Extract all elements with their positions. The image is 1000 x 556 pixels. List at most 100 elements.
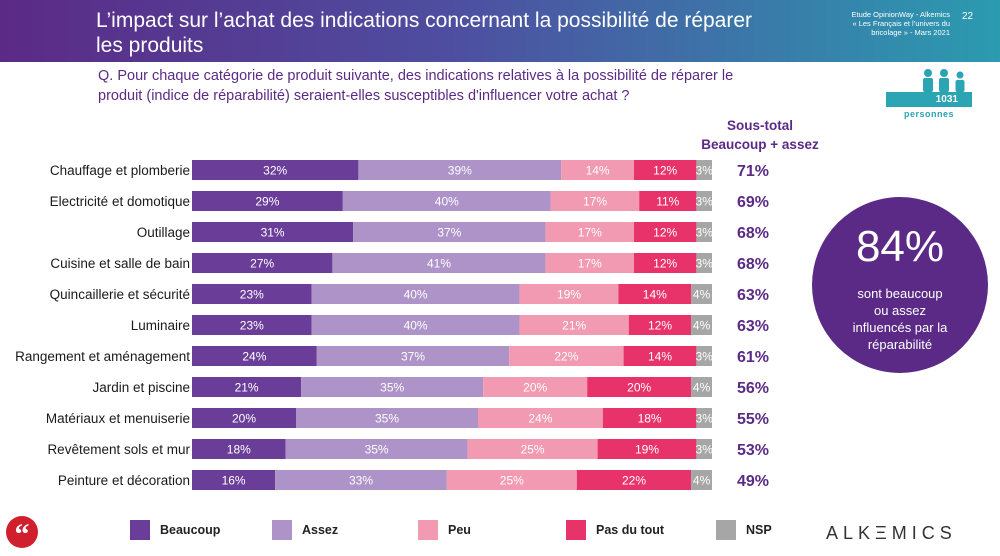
bar-segment-beaucoup [192,439,286,459]
data-label: 16% [222,474,246,488]
category-label: Matériaux et menuiserie [46,411,190,426]
bar-segment-peu [545,222,634,242]
subtotal-value: 68% [737,225,769,242]
highlight-text-line: influencés par la [852,320,948,335]
bar-segment-assez [311,315,520,335]
highlight-text-line: sont beaucoup [857,286,943,301]
bar-segment-pas-du-tout [628,315,692,335]
data-label: 24% [528,412,552,426]
bar-segment-pas-du-tout [634,160,697,180]
bar-segment-nsp [696,222,712,242]
data-label: 23% [240,319,264,333]
survey-question: Q. Pour chaque catégorie de produit suiv… [98,68,734,104]
bar-segment-nsp [691,470,712,490]
subtotal-value: 71% [737,163,769,180]
bar-segment-pas-du-tout [587,377,692,397]
data-label: 40% [404,319,428,333]
bar-segment-beaucoup [192,284,312,304]
data-label: 21% [562,319,586,333]
subtotal-value: 61% [737,349,769,366]
bar-segment-beaucoup [192,315,312,335]
category-label: Luminaire [131,318,190,333]
category-label: Peinture et décoration [58,473,190,488]
data-label: 24% [242,350,266,364]
category-label: Electricité et domotique [50,194,190,209]
data-label: 3% [696,443,714,457]
bar-segment-pas-du-tout [576,470,692,490]
data-label: 3% [696,412,714,426]
data-label: 35% [365,443,389,457]
sample-badge: 1031 personnes [886,68,972,120]
bar-segment-assez [296,408,478,428]
data-label: 21% [235,381,259,395]
sample-label: personnes [903,109,954,119]
bar-segment-assez [358,160,562,180]
data-label: 14% [648,350,672,364]
data-label: 32% [263,164,287,178]
data-label: 4% [693,474,711,488]
bar-segment-beaucoup [192,377,302,397]
bar-segment-peu [509,346,624,366]
subtotal-header: Sous-total Beaucoup + assez [680,116,840,154]
bar-segment-peu [561,160,634,180]
data-label: 20% [232,412,256,426]
subtotal-header-line: Sous-total [727,118,793,133]
data-label: 18% [638,412,662,426]
data-label: 22% [554,350,578,364]
page-title: L’impact sur l’achat des indications con… [96,9,753,57]
subtotal-value: 55% [737,411,769,428]
chart-legend: Beaucoup Assez Peu Pas du tout NSP [130,518,790,542]
data-label: 35% [375,412,399,426]
data-label: 18% [227,443,251,457]
legend-label: NSP [746,523,772,537]
data-label: 39% [448,164,472,178]
data-label: 40% [404,288,428,302]
data-label: 29% [255,195,279,209]
bar-segment-assez [353,222,546,242]
bar-segment-pas-du-tout [634,222,697,242]
highlight-text-line: ou assez [873,303,927,318]
header-banner [0,0,1000,62]
legend-swatch [566,520,586,540]
legend-swatch [130,520,150,540]
bar-segment-assez [285,439,468,459]
bar-segment-peu [550,191,640,211]
page-number: 22 [962,11,974,22]
highlight-value: 84% [855,222,945,271]
legend-swatch [272,520,292,540]
category-label: Cuisine et salle de bain [50,256,190,271]
bar-segment-beaucoup [192,408,296,428]
data-label: 12% [653,226,677,240]
data-label: 31% [261,226,285,240]
bar-segment-peu [446,470,577,490]
data-label: 33% [349,474,373,488]
bar-segment-peu [519,315,629,335]
subtotal-value: 63% [737,287,769,304]
category-label: Jardin et piscine [92,380,190,395]
bar-segment-pas-du-tout [639,191,697,211]
data-label: 4% [693,288,711,302]
data-label: 41% [427,257,451,271]
bar-segment-beaucoup [192,191,343,211]
data-label: 12% [648,319,672,333]
sample-count: 1031 [935,94,958,105]
category-label: Revêtement sols et mur [47,442,190,457]
bar-segment-nsp [696,408,712,428]
data-label: 25% [500,474,524,488]
data-label: 3% [696,257,714,271]
legend-label: Peu [448,523,471,537]
bar-segment-nsp [691,377,712,397]
bar-segment-beaucoup [192,346,317,366]
category-label: Quincaillerie et sécurité [50,287,190,302]
people-icon [923,69,965,92]
data-label: 22% [622,474,646,488]
bar-segment-nsp [696,346,712,366]
category-label: Chauffage et plomberie [50,163,190,178]
bar-segment-pas-du-tout [623,346,697,366]
category-label: Outillage [137,225,190,240]
data-label: 19% [635,443,659,457]
data-label: 4% [693,319,711,333]
bar-segment-pas-du-tout [618,284,692,304]
data-label: 17% [578,226,602,240]
